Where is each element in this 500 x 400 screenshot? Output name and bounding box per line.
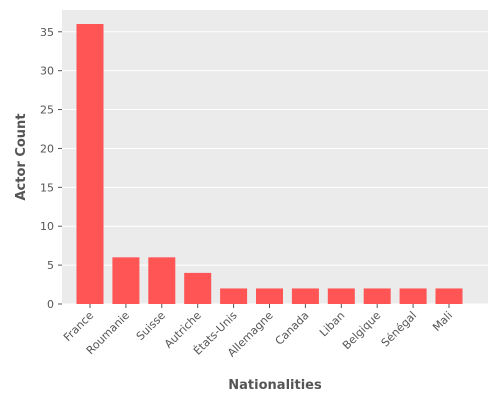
y-tick-label: 15 [40,181,54,194]
x-tick-label: Belgique [340,309,383,352]
bar-8 [363,288,391,304]
bar-3 [184,272,212,304]
x-tick-label: Sénégal [379,309,420,350]
x-tick-label: Mali [430,309,455,334]
bar-5 [256,288,283,304]
y-tick-label: 25 [40,104,54,117]
y-axis-ticks: 0 5 10 15 20 25 30 35 [40,26,62,311]
bar-1 [112,257,140,304]
bar-4 [220,288,248,304]
y-axis-title: Actor Count [14,113,29,200]
bar-9 [399,288,427,304]
bar-6 [291,288,319,304]
y-tick-label: 5 [47,259,54,272]
x-tick-label: Liban [317,309,347,339]
x-tick-label: France [61,309,96,344]
plot-background [62,10,488,304]
bars [76,24,463,304]
x-axis-title: Nationalities [228,378,322,393]
y-tick-label: 30 [40,65,54,78]
x-tick-label: Suisse [134,309,168,343]
bar-10 [435,288,463,304]
y-tick-label: 10 [40,220,54,233]
y-tick-label: 35 [40,26,54,39]
bar-7 [327,288,355,304]
y-tick-label: 20 [40,142,54,155]
bar-2 [148,257,176,304]
x-tick-label: Canada [273,309,312,348]
bar-0 [76,24,104,304]
y-tick-label: 0 [47,298,54,311]
